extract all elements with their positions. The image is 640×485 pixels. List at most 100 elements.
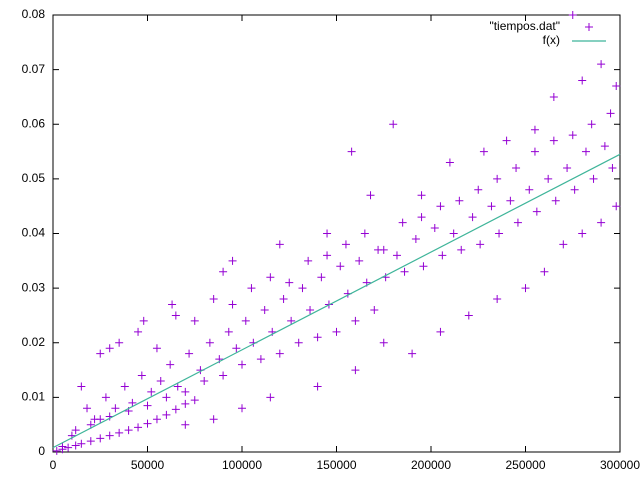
legend-label: f(x) [543,33,560,47]
data-point [578,229,587,238]
data-point [156,376,165,385]
data-point [152,415,161,424]
data-point [549,92,558,101]
data-point [190,316,199,325]
data-point [120,382,129,391]
x-tick-label: 100000 [222,458,262,472]
x-tick-label: 300000 [600,458,640,472]
data-point [275,240,284,249]
data-point [190,396,199,405]
y-tick-label: 0.04 [22,226,46,240]
data-point [559,240,568,249]
data-point [306,305,315,314]
y-tick-label: 0.01 [22,390,46,404]
data-point [134,423,143,432]
data-point [544,174,553,183]
data-point [502,136,511,145]
data-point [58,442,67,451]
data-point [181,399,190,408]
data-point [166,360,175,369]
data-point [379,245,388,254]
data-point [83,404,92,413]
x-tick-label: 50000 [131,458,165,472]
data-point [532,207,541,216]
data-point [287,316,296,325]
data-point [139,316,148,325]
data-point [581,147,590,156]
data-point [521,284,530,293]
data-point [587,120,596,129]
data-point [101,393,110,402]
data-point [219,267,228,276]
data-point [238,360,246,369]
data-point [96,349,105,358]
data-point [457,245,466,254]
data-point [115,338,124,347]
data-point [506,196,515,205]
data-point [128,398,137,407]
data-point [162,410,171,419]
data-point [111,404,120,413]
data-point [298,284,307,293]
data-point [493,295,502,304]
data-point [336,262,345,271]
data-point [86,420,95,429]
data-point [313,333,322,342]
data-point [392,251,401,260]
data-point [612,82,621,91]
x-tick-label: 150000 [316,458,356,472]
data-point [351,316,360,325]
data-point [570,185,579,194]
data-point [589,174,598,183]
data-point [438,251,447,260]
data-point [512,163,521,172]
y-tick-label: 0 [38,444,45,458]
data-point [71,426,80,435]
data-point [285,278,294,287]
data-point [351,366,360,375]
plot-frame [52,14,621,453]
data-point [275,349,284,358]
data-point [417,213,426,222]
data-point [52,446,61,455]
data-point [185,349,194,358]
data-point [347,147,356,156]
data-point [360,229,369,238]
data-point [436,202,445,211]
data-point [247,284,256,293]
data-point [124,426,133,435]
data-point [241,316,250,325]
data-point [600,142,609,151]
data-point [143,401,152,410]
data-point [400,267,409,276]
data-point [612,202,621,211]
data-point [568,11,577,19]
data-point [608,163,617,172]
data-point [294,338,303,347]
data-point [64,443,73,452]
data-point [366,191,375,200]
data-point [493,174,502,183]
data-point [398,218,407,227]
data-point [228,300,237,309]
data-point [530,147,539,156]
data-point [530,125,539,134]
data-point [445,158,454,167]
data-point [228,256,237,265]
data-point [238,404,246,413]
data-point [137,371,146,380]
data-point [279,295,288,304]
data-point [168,300,177,309]
data-point [549,136,558,145]
data-point [487,202,496,211]
y-tick-label: 0.06 [22,116,46,130]
legend-swatch [585,23,593,31]
data-point [449,229,458,238]
data-point [411,234,420,243]
x-tick-label: 0 [50,458,57,472]
data-point [173,382,182,391]
data-point [436,327,445,336]
y-tick-label: 0.08 [22,7,46,21]
data-point [568,131,577,140]
